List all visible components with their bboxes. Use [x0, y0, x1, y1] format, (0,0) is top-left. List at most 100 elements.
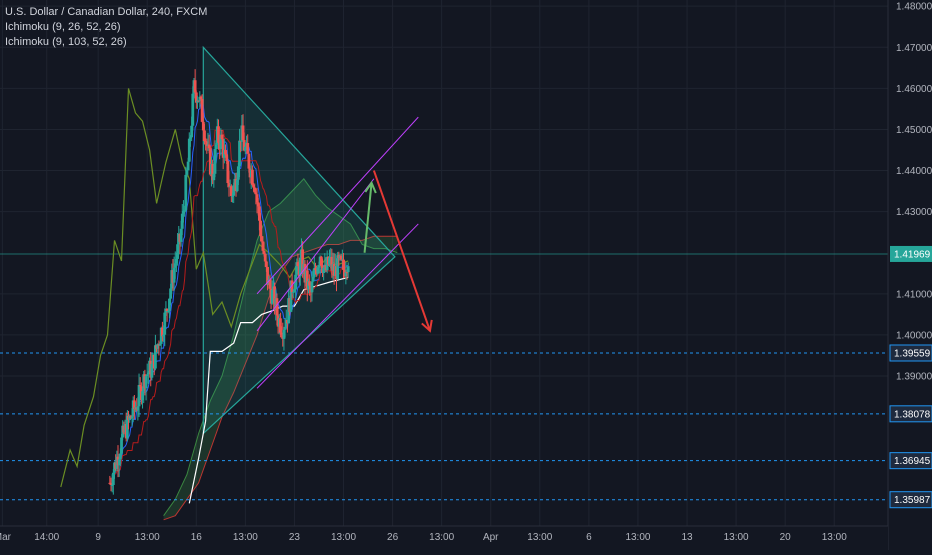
indicator-ichimoku-2[interactable]: Ichimoku (9, 103, 52, 26) — [5, 36, 127, 48]
candle-body — [263, 254, 267, 262]
candle-body — [262, 250, 266, 255]
y-tick-label: 1.48000 — [896, 2, 932, 13]
x-tick-label: 13:00 — [429, 532, 454, 543]
candle-body — [132, 400, 136, 409]
x-tick-label: 13:00 — [822, 532, 847, 543]
support-price-label: 1.35987 — [894, 495, 931, 506]
x-tick-label: 20 — [780, 532, 792, 543]
candle-body — [197, 100, 201, 102]
candle-body — [289, 280, 293, 312]
candle-body — [185, 170, 189, 175]
candle-body — [266, 266, 269, 285]
support-price-tag — [889, 344, 932, 362]
candle-body — [180, 213, 184, 229]
candle-body — [241, 125, 245, 141]
candle-body — [305, 270, 309, 290]
candle-body — [211, 163, 215, 181]
x-tick-label: 13:00 — [625, 532, 650, 543]
x-tick-label: 13:00 — [527, 532, 552, 543]
candle-body — [150, 363, 154, 378]
candle-body — [243, 146, 247, 151]
candle-body — [168, 298, 171, 311]
candle-body — [145, 374, 149, 377]
symbol-title[interactable]: U.S. Dollar / Canadian Dollar, 240, FXCM — [5, 6, 208, 18]
arrow-up-head — [364, 180, 377, 194]
candle-body — [154, 345, 157, 369]
indicator-ichimoku-1[interactable]: Ichimoku (9, 26, 52, 26) — [5, 21, 121, 33]
candle-body — [255, 194, 259, 203]
candle-body — [330, 256, 334, 271]
candle-body — [301, 249, 305, 275]
candle-body — [252, 184, 255, 188]
candle-body — [136, 406, 140, 410]
candle-body — [314, 268, 317, 270]
candle-body — [319, 256, 323, 266]
candle-body — [260, 236, 264, 242]
candle-body — [219, 134, 223, 149]
candle-body — [201, 121, 205, 131]
candle-body — [221, 139, 225, 158]
candle-body — [200, 99, 204, 122]
candle-body — [213, 149, 217, 174]
chikou-span — [60, 88, 349, 488]
candle-body — [253, 187, 257, 193]
candle-body — [295, 262, 299, 275]
support-lines — [0, 253, 888, 501]
ichimoku-cloud — [163, 178, 398, 521]
candle-body — [169, 288, 172, 299]
candle-body — [259, 220, 262, 237]
candle-body — [144, 376, 148, 389]
candle-body — [298, 257, 302, 277]
candle-body — [265, 261, 268, 267]
current-price-tag — [890, 245, 932, 262]
candle-body — [186, 161, 190, 171]
candle-body — [175, 258, 178, 264]
x-tick-label: 16 — [191, 532, 203, 543]
candle-body — [291, 291, 295, 293]
y-tick-label: 1.40000 — [896, 330, 932, 341]
candle-body — [203, 130, 206, 142]
candle-body — [250, 169, 254, 185]
candle-body — [284, 320, 288, 327]
candle-body — [235, 179, 239, 192]
candle-body — [336, 255, 340, 280]
candle-body — [339, 255, 343, 260]
candle-body — [137, 385, 141, 407]
candle-body — [208, 148, 212, 175]
candle-body — [311, 276, 315, 282]
candle-body — [290, 280, 294, 293]
candle-body — [109, 483, 113, 486]
candle-body — [238, 140, 241, 167]
candle-body — [308, 281, 312, 286]
y-tick-label: 1.45000 — [896, 125, 932, 136]
y-tick-label: 1.39000 — [896, 372, 932, 383]
candle-body — [176, 244, 179, 259]
x-tick-label: Mar — [0, 532, 12, 543]
candle-body — [322, 267, 326, 273]
candle-body — [166, 310, 170, 312]
candle-body — [162, 334, 165, 337]
candle-body — [268, 280, 272, 289]
candle-body — [229, 186, 233, 197]
arrow-down-head — [421, 319, 433, 333]
candles — [108, 69, 350, 495]
candle-body — [279, 318, 282, 333]
candle-body — [196, 100, 199, 103]
y-tick-label: 1.47000 — [896, 43, 932, 54]
cloud-fill — [163, 178, 398, 520]
candle-body — [120, 437, 123, 454]
candle-body — [282, 329, 286, 339]
senkou-span-b — [163, 235, 398, 521]
candle-body — [270, 289, 274, 304]
candle-body — [179, 228, 183, 242]
candle-body — [231, 195, 234, 197]
x-tick-label: 14:00 — [34, 532, 59, 543]
x-tick-label: 13:00 — [724, 532, 749, 543]
support-price-tag — [889, 405, 932, 423]
candle-body — [312, 268, 316, 277]
support-price-label: 1.38078 — [894, 409, 931, 420]
candle-body — [294, 274, 298, 290]
